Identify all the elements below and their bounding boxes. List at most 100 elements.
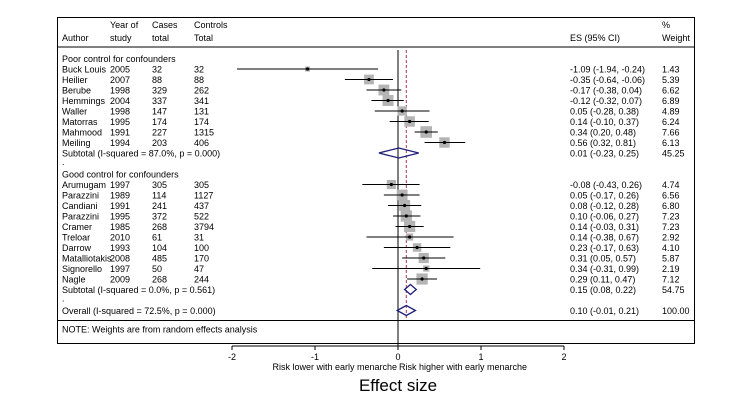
header-cases: Cases <box>152 20 178 30</box>
study-es-ci: -0.35 (-0.64, -0.06) <box>570 75 645 85</box>
study-weight: 7.12 <box>662 275 680 285</box>
study-year: 2010 <box>110 233 130 243</box>
overall-weight: 100.00 <box>662 306 690 316</box>
study-year: 1993 <box>110 243 130 253</box>
study-cases: 61 <box>152 233 162 243</box>
subtotal-weight: 54.75 <box>662 285 685 295</box>
study-controls: 32 <box>194 65 204 75</box>
figure-frame <box>57 17 695 344</box>
study-point <box>305 67 310 71</box>
study-es-ci: 0.29 (0.11, 0.47) <box>570 275 635 285</box>
study-weight: 5.87 <box>662 254 680 264</box>
study-author: Meiling <box>62 138 91 148</box>
study-year: 1997 <box>110 264 130 274</box>
study-controls: 170 <box>194 254 209 264</box>
study-cases: 147 <box>152 107 167 117</box>
study-cases: 268 <box>152 222 167 232</box>
header-author: Author <box>62 33 89 43</box>
study-es-ci: 0.34 (0.20, 0.48) <box>570 128 636 138</box>
study-author: Waller <box>62 107 87 117</box>
group-label: Poor control for confounders <box>62 54 176 64</box>
study-author: Matorras <box>62 117 98 127</box>
header-controls: Controls <box>194 20 228 30</box>
study-point <box>389 182 393 187</box>
study-cases: 50 <box>152 264 162 274</box>
study-controls: 31 <box>194 233 204 243</box>
footnote: NOTE: Weights are from random effects an… <box>62 325 258 335</box>
study-weight: 6.62 <box>662 86 680 96</box>
study-cases: 104 <box>152 243 167 253</box>
study-cases: 174 <box>152 117 167 127</box>
study-weight: 1.43 <box>662 65 680 75</box>
study-es-ci: -0.17 (-0.38, 0.04) <box>570 86 642 96</box>
study-weight: 4.74 <box>662 180 680 190</box>
study-author: Matalliotakis <box>62 254 112 264</box>
study-es-ci: -1.09 (-1.94, -0.24) <box>570 65 645 75</box>
x-axis-title: Effect size <box>359 376 437 395</box>
study-year: 1998 <box>110 86 130 96</box>
study-es-ci: 0.14 (-0.38, 0.67) <box>570 233 639 243</box>
study-controls: 3794 <box>194 222 214 232</box>
study-es-ci: 0.14 (-0.10, 0.37) <box>570 117 639 127</box>
study-es-ci: 0.14 (-0.03, 0.31) <box>570 222 639 232</box>
study-es-ci: 0.08 (-0.12, 0.28) <box>570 201 639 211</box>
study-author: Candiani <box>62 201 98 211</box>
study-cases: 268 <box>152 275 167 285</box>
study-controls: 1315 <box>194 128 214 138</box>
study-point <box>386 98 390 103</box>
subtotal-es-ci: 0.15 (0.08, 0.22) <box>570 285 636 295</box>
study-year: 1998 <box>110 107 130 117</box>
study-weight: 4.10 <box>662 243 680 253</box>
study-author: Darrow <box>62 243 92 253</box>
overall-diamond <box>395 304 417 317</box>
x-tick-label: -2 <box>228 352 236 362</box>
study-author: Parazzini <box>62 191 99 201</box>
study-point <box>403 203 407 208</box>
study-cases: 329 <box>152 86 167 96</box>
study-point <box>382 88 386 92</box>
header-controls: Total <box>194 33 213 43</box>
study-author: Mahmood <box>62 128 102 138</box>
group-label: Good control for confounders <box>62 170 179 180</box>
study-year: 2007 <box>110 75 130 85</box>
spacer-dot: . <box>62 157 65 167</box>
study-cases: 337 <box>152 96 167 106</box>
header-year: Year of <box>110 20 139 30</box>
study-point <box>420 277 424 281</box>
study-weight: 2.19 <box>662 264 680 274</box>
header-weight: Weight <box>662 33 690 43</box>
study-year: 2008 <box>110 254 130 264</box>
study-controls: 131 <box>194 107 209 117</box>
study-year: 1991 <box>110 128 130 138</box>
study-author: Heilier <box>62 75 88 85</box>
study-controls: 174 <box>194 117 209 127</box>
study-weight: 7.23 <box>662 222 680 232</box>
subtotal-label: Subtotal (I-squared = 87.0%, p = 0.000) <box>62 149 220 159</box>
header-year: study <box>110 33 132 43</box>
study-year: 1991 <box>110 201 130 211</box>
study-point <box>424 266 428 271</box>
study-year: 1989 <box>110 191 130 201</box>
study-cases: 114 <box>152 191 166 201</box>
study-es-ci: 0.34 (-0.31, 0.99) <box>570 264 639 274</box>
study-point <box>400 109 404 113</box>
study-cases: 32 <box>152 65 162 75</box>
study-point <box>422 256 426 260</box>
study-point <box>408 235 412 239</box>
header-weight: % <box>662 20 670 30</box>
study-controls: 305 <box>194 180 209 190</box>
overall-es-ci: 0.10 (-0.01, 0.21) <box>570 306 639 316</box>
x-label-left: Risk lower with early menarche <box>272 362 397 372</box>
study-es-ci: 0.10 (-0.06, 0.27) <box>570 212 639 222</box>
subtotal-diamond <box>403 283 418 296</box>
study-es-ci: -0.12 (-0.32, 0.07) <box>570 96 642 106</box>
study-controls: 437 <box>194 201 209 211</box>
study-year: 2009 <box>110 275 130 285</box>
study-es-ci: 0.31 (0.05, 0.57) <box>570 254 636 264</box>
study-weight: 6.80 <box>662 201 680 211</box>
study-es-ci: 0.23 (-0.17, 0.63) <box>570 243 639 253</box>
study-point <box>424 130 428 134</box>
study-cases: 372 <box>152 212 167 222</box>
study-es-ci: -0.08 (-0.43, 0.26) <box>570 180 642 190</box>
study-cases: 485 <box>152 254 167 264</box>
